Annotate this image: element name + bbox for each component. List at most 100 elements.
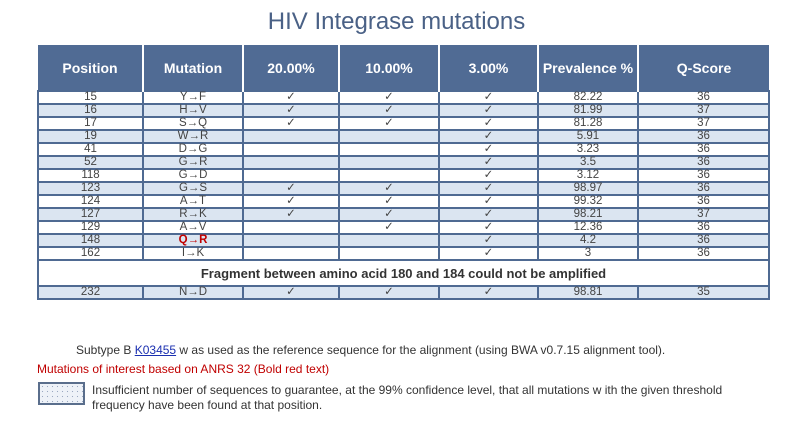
check-3-cell: ✓ bbox=[438, 207, 539, 222]
position-cell: 129 bbox=[37, 220, 144, 235]
check-3-cell: ✓ bbox=[438, 285, 539, 300]
position-cell: 148 bbox=[37, 233, 144, 248]
qscore-cell: 36 bbox=[637, 220, 770, 235]
check-20-cell: ✓ bbox=[242, 181, 340, 196]
prevalence-cell: 12.36 bbox=[537, 220, 639, 235]
check-20-cell bbox=[242, 220, 340, 235]
position-cell: 15 bbox=[37, 90, 144, 105]
table-row: 15 Y→F ✓ ✓ ✓ 82.22 36 bbox=[37, 90, 770, 105]
legend-text: Insufficient number of sequences to guar… bbox=[92, 383, 723, 412]
fragment-note: Fragment between amino acid 180 and 184 … bbox=[37, 259, 770, 287]
table-row: 16 H→V ✓ ✓ ✓ 81.99 37 bbox=[37, 103, 770, 118]
column-header: 10.00% bbox=[338, 45, 439, 91]
column-header: Prevalence % bbox=[537, 45, 638, 91]
column-header: Position bbox=[38, 45, 143, 91]
ref-text-after: w as used as the reference sequence for … bbox=[176, 343, 666, 357]
mutation-cell: A→V bbox=[142, 220, 244, 235]
check-3-cell: ✓ bbox=[438, 90, 539, 105]
check-10-cell: ✓ bbox=[338, 285, 440, 300]
position-cell: 127 bbox=[37, 207, 144, 222]
position-cell: 123 bbox=[37, 181, 144, 196]
check-10-cell: ✓ bbox=[338, 103, 440, 118]
prevalence-cell: 5.91 bbox=[537, 129, 639, 144]
qscore-cell: 36 bbox=[637, 246, 770, 261]
check-20-cell: ✓ bbox=[242, 103, 340, 118]
check-10-cell: ✓ bbox=[338, 116, 440, 131]
table-row: 123 G→S ✓ ✓ ✓ 98.97 36 bbox=[37, 181, 770, 196]
check-10-cell bbox=[338, 155, 440, 170]
check-10-cell: ✓ bbox=[338, 194, 440, 209]
check-10-cell: ✓ bbox=[338, 207, 440, 222]
check-3-cell: ✓ bbox=[438, 142, 539, 157]
position-cell: 17 bbox=[37, 116, 144, 131]
check-20-cell bbox=[242, 142, 340, 157]
position-cell: 52 bbox=[37, 155, 144, 170]
table-row: 124 A→T ✓ ✓ ✓ 99.32 36 bbox=[37, 194, 770, 209]
check-3-cell: ✓ bbox=[438, 168, 539, 183]
check-10-cell bbox=[338, 233, 440, 248]
prevalence-cell: 82.22 bbox=[537, 90, 639, 105]
position-cell: 162 bbox=[37, 246, 144, 261]
check-20-cell bbox=[242, 155, 340, 170]
qscore-cell: 37 bbox=[637, 103, 770, 118]
check-3-cell: ✓ bbox=[438, 181, 539, 196]
prevalence-cell: 99.32 bbox=[537, 194, 639, 209]
position-cell: 19 bbox=[37, 129, 144, 144]
position-cell: 124 bbox=[37, 194, 144, 209]
mutation-cell: D→G bbox=[142, 142, 244, 157]
check-20-cell: ✓ bbox=[242, 194, 340, 209]
ref-text-before: Subtype B bbox=[76, 343, 135, 357]
qscore-cell: 36 bbox=[637, 168, 770, 183]
prevalence-cell: 81.99 bbox=[537, 103, 639, 118]
prevalence-cell: 3 bbox=[537, 246, 639, 261]
check-10-cell bbox=[338, 246, 440, 261]
qscore-cell: 35 bbox=[637, 285, 770, 300]
column-header: 20.00% bbox=[242, 45, 339, 91]
mutation-cell: S→Q bbox=[142, 116, 244, 131]
check-10-cell: ✓ bbox=[338, 220, 440, 235]
qscore-cell: 36 bbox=[637, 194, 770, 209]
table-row: 41 D→G ✓ 3.23 36 bbox=[37, 142, 770, 157]
check-3-cell: ✓ bbox=[438, 116, 539, 131]
prevalence-cell: 3.12 bbox=[537, 168, 639, 183]
check-10-cell bbox=[338, 168, 440, 183]
table-row: 148 Q→R ✓ 4.2 36 bbox=[37, 233, 770, 248]
table-header: Position Mutation 20.00% 10.00% 3.00% Prevale… bbox=[38, 45, 769, 91]
table-row: 162 I→K ✓ 3 36 bbox=[37, 246, 770, 261]
qscore-cell: 36 bbox=[637, 90, 770, 105]
check-10-cell: ✓ bbox=[338, 90, 440, 105]
column-header: Q-Score bbox=[637, 45, 769, 91]
qscore-cell: 36 bbox=[637, 181, 770, 196]
check-3-cell: ✓ bbox=[438, 246, 539, 261]
check-20-cell bbox=[242, 129, 340, 144]
mutation-cell: N→D bbox=[142, 285, 244, 300]
table-row: 19 W→R ✓ 5.91 36 bbox=[37, 129, 770, 144]
mutation-cell: G→S bbox=[142, 181, 244, 196]
reference-note: Subtype B K03455 w as used as the refere… bbox=[76, 343, 665, 357]
table-row: 127 R→K ✓ ✓ ✓ 98.21 37 bbox=[37, 207, 770, 222]
qscore-cell: 36 bbox=[637, 233, 770, 248]
mutation-cell: Y→F bbox=[142, 90, 244, 105]
table-row: 52 G→R ✓ 3.5 36 bbox=[37, 155, 770, 170]
qscore-cell: 37 bbox=[637, 207, 770, 222]
column-header: 3.00% bbox=[438, 45, 538, 91]
prevalence-cell: 81.28 bbox=[537, 116, 639, 131]
column-header: Mutation bbox=[142, 45, 243, 91]
check-3-cell: ✓ bbox=[438, 220, 539, 235]
position-cell: 118 bbox=[37, 168, 144, 183]
qscore-cell: 37 bbox=[637, 116, 770, 131]
prevalence-cell: 98.97 bbox=[537, 181, 639, 196]
check-3-cell: ✓ bbox=[438, 155, 539, 170]
check-10-cell bbox=[338, 142, 440, 157]
reference-link[interactable]: K03455 bbox=[134, 343, 177, 357]
mutation-cell: A→T bbox=[142, 194, 244, 209]
mutation-cell: R→K bbox=[142, 207, 244, 222]
mutation-cell: H→V bbox=[142, 103, 244, 118]
mutations-table: Position Mutation 20.00% 10.00% 3.00% Prevale… bbox=[37, 45, 770, 300]
check-10-cell bbox=[338, 129, 440, 144]
qscore-cell: 36 bbox=[637, 142, 770, 157]
interest-note: Mutations of interest based on ANRS 32 (… bbox=[37, 362, 330, 376]
check-3-cell: ✓ bbox=[438, 103, 539, 118]
check-20-cell: ✓ bbox=[242, 90, 340, 105]
mutation-cell: Q→R bbox=[142, 233, 244, 248]
